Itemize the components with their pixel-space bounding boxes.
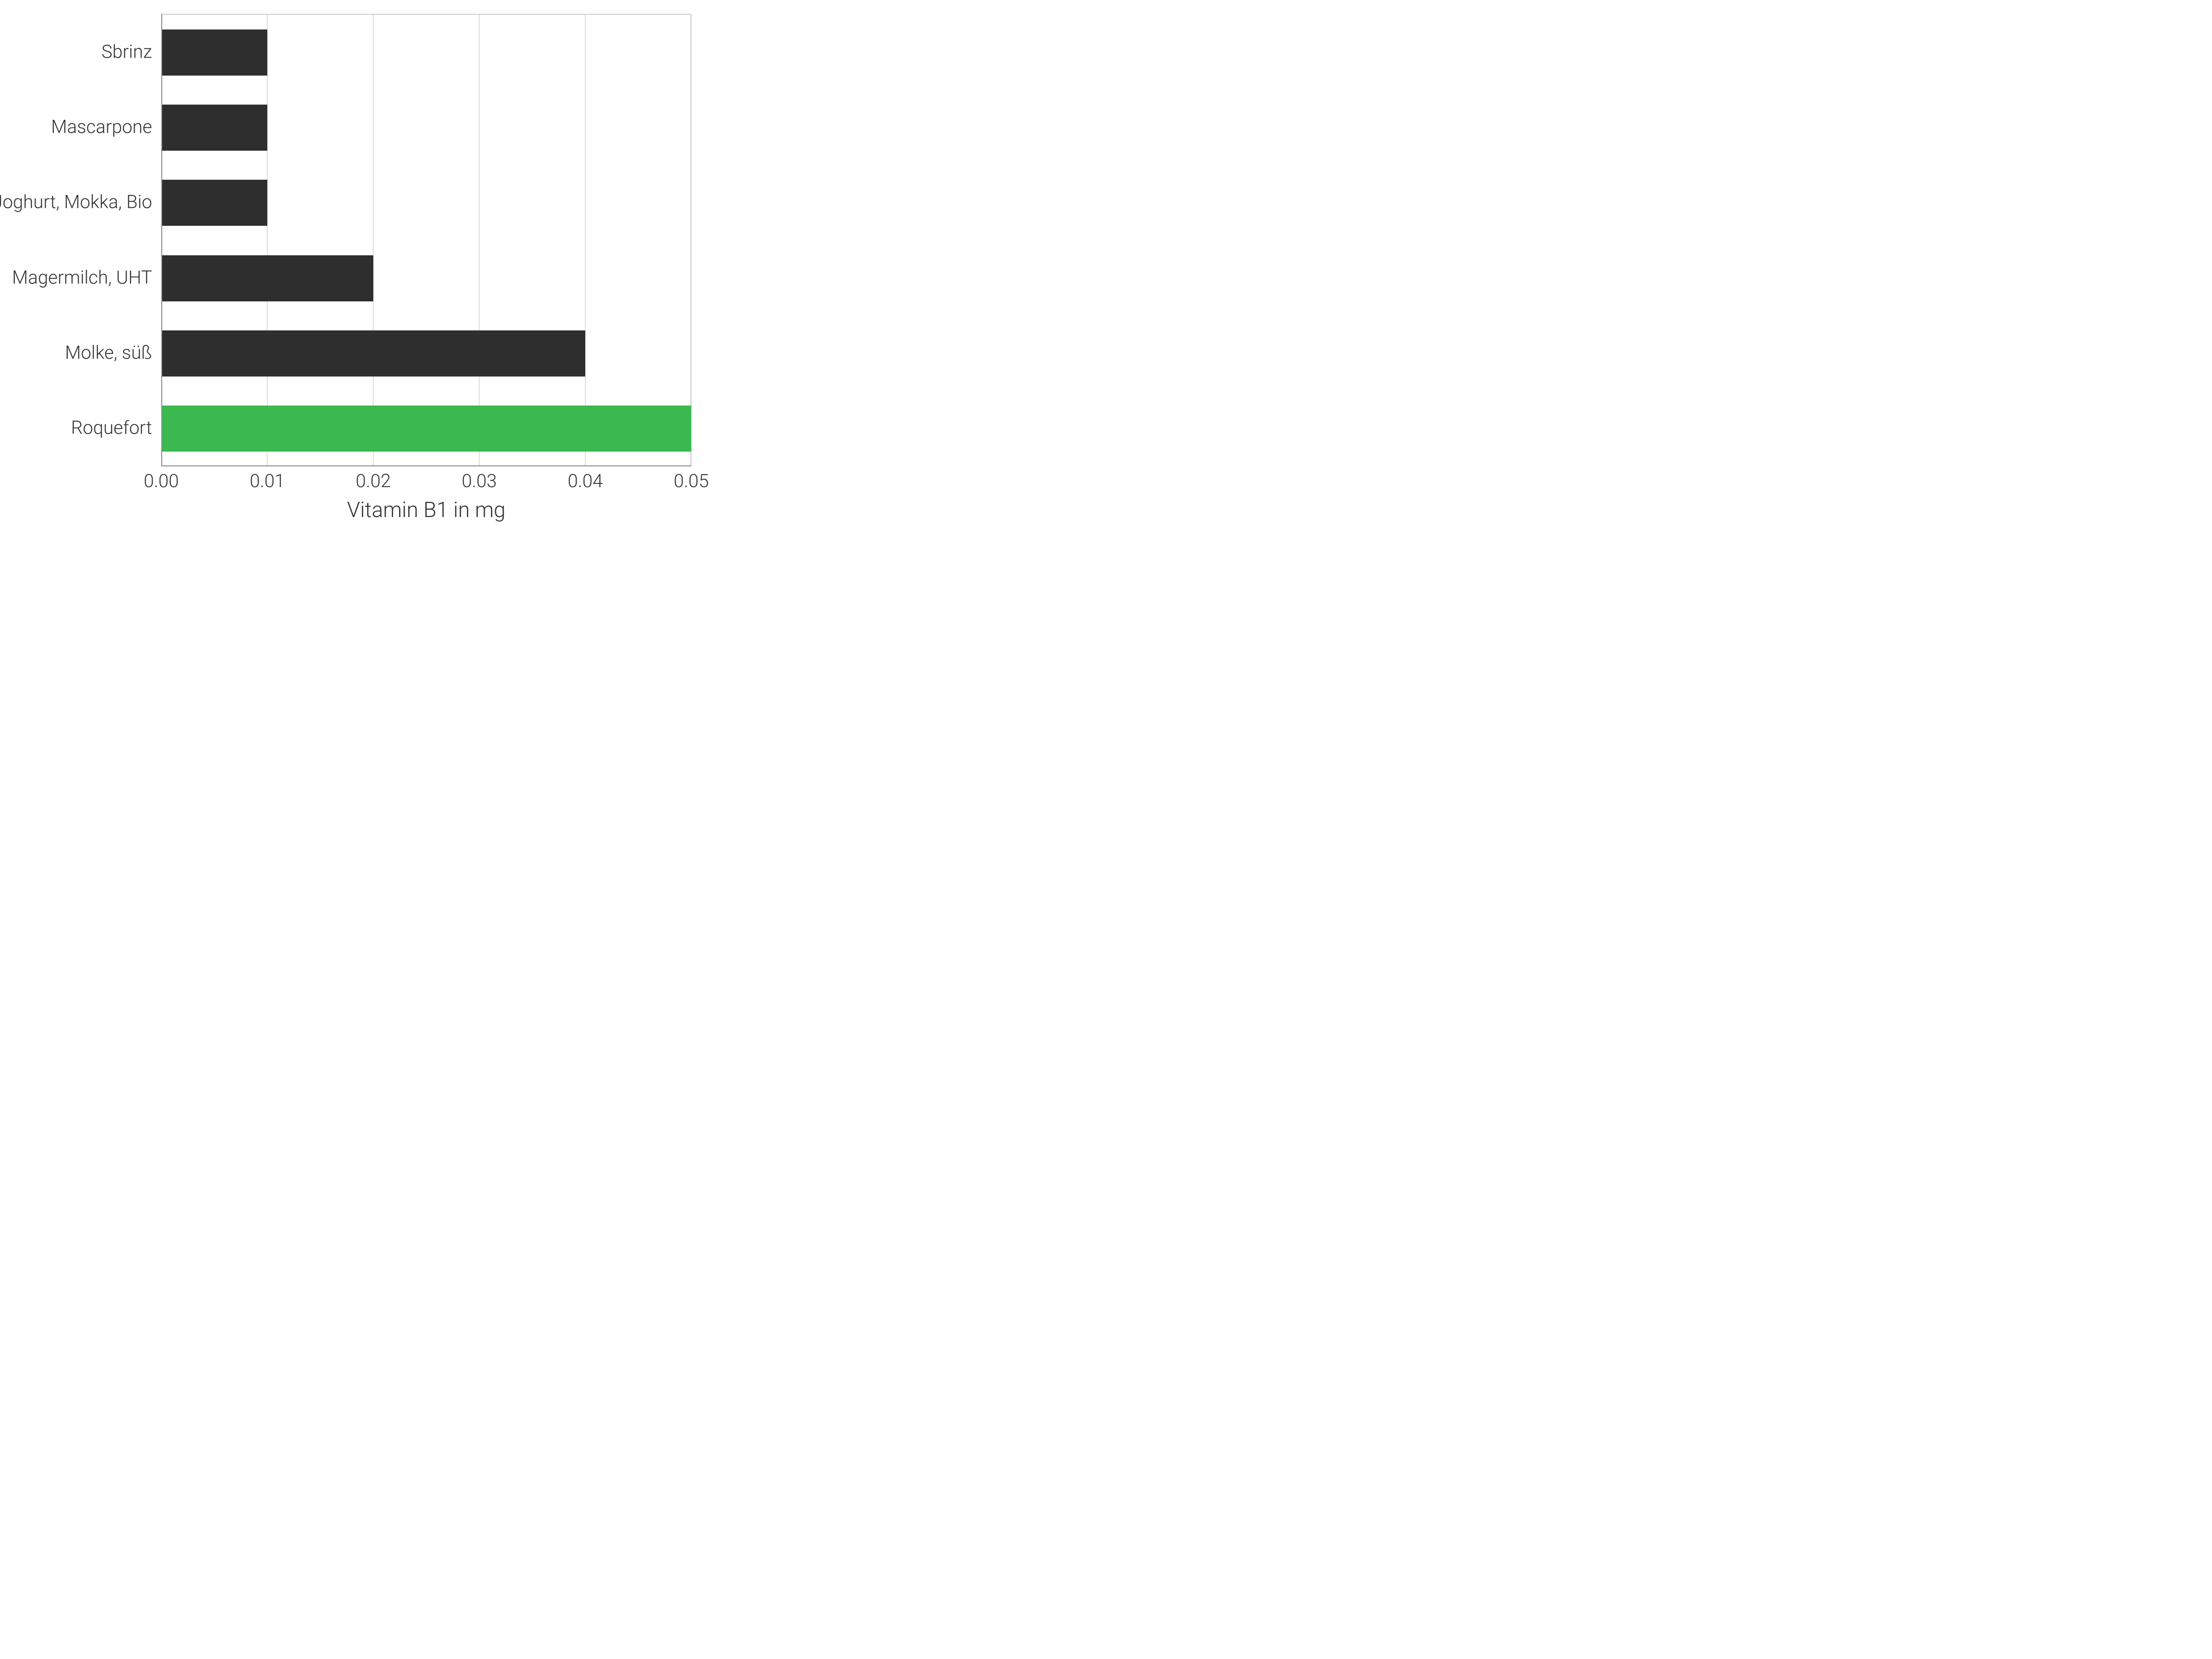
gridline — [691, 15, 692, 465]
bar — [161, 180, 267, 226]
plot-area — [161, 14, 691, 465]
x-tick-label: 0.01 — [250, 470, 285, 492]
x-axis-line — [161, 465, 691, 466]
x-axis-title: Vitamin B1 in mg — [161, 498, 691, 523]
x-tick-label: 0.05 — [674, 470, 709, 492]
x-tick-label: 0.03 — [462, 470, 497, 492]
chart-container: Sbrinz Mascarpone Joghurt, Mokka, Bio Mager… — [0, 0, 708, 531]
bar — [161, 255, 373, 301]
y-tick-label: Magermilch, UHT — [12, 266, 152, 288]
x-tick-label: 0.00 — [144, 470, 179, 492]
y-tick-label: Mascarpone — [51, 116, 152, 138]
gridline — [479, 15, 480, 465]
y-tick-label: Joghurt, Mokka, Bio — [0, 191, 152, 213]
gridline — [373, 15, 374, 465]
y-tick-label: Molke, süß — [65, 342, 152, 364]
y-tick-label: Sbrinz — [101, 41, 152, 62]
bar — [161, 105, 267, 151]
gridline — [585, 15, 586, 465]
x-tick-label: 0.02 — [356, 470, 391, 492]
x-tick-label: 0.04 — [568, 470, 603, 492]
y-axis-line — [161, 14, 162, 465]
gridline — [267, 15, 268, 465]
bar — [161, 29, 267, 76]
y-axis-labels: Sbrinz Mascarpone Joghurt, Mokka, Bio Mager… — [0, 0, 161, 465]
x-axis-labels: 0.000.010.020.030.040.05 — [161, 470, 691, 498]
bar — [161, 406, 691, 452]
bar — [161, 330, 585, 377]
y-tick-label: Roquefort — [71, 417, 152, 439]
